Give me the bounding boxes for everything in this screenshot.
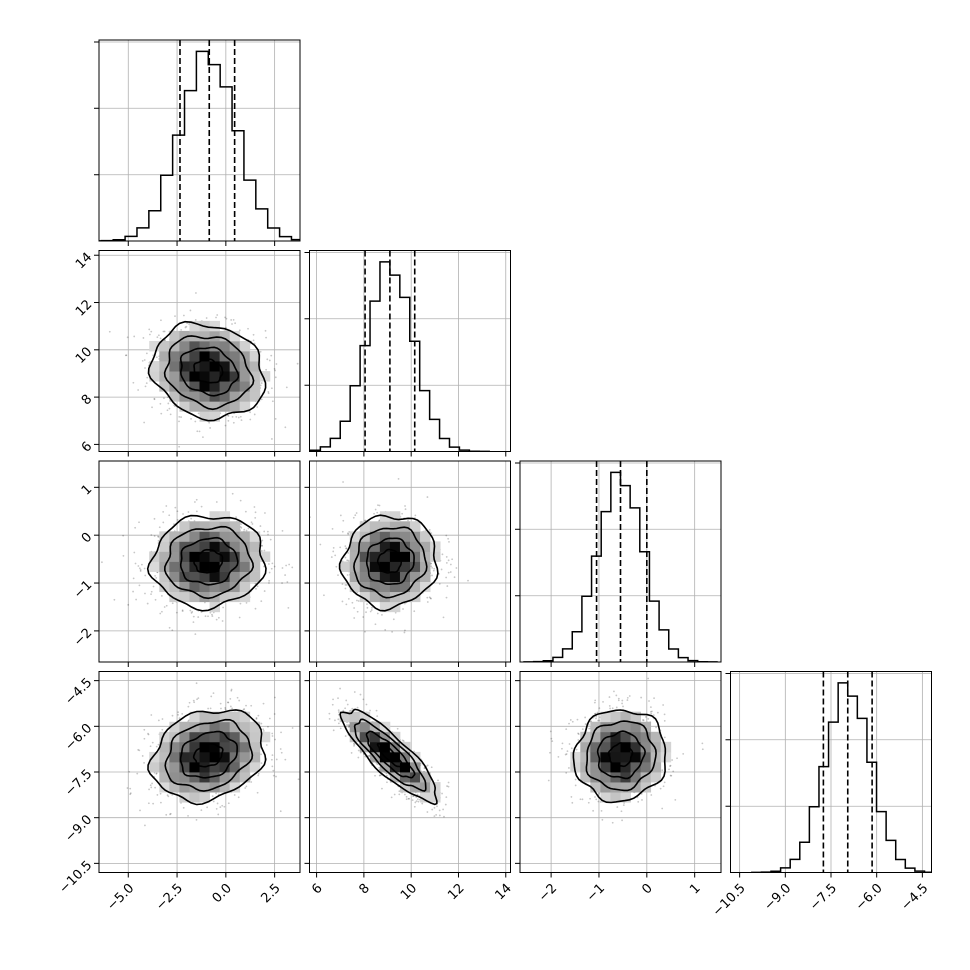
panel-frame [98,250,301,452]
contour-level-0 [193,548,224,574]
contour-level-3 [147,709,267,806]
panel-frame [309,671,511,873]
panel-2-2 [515,460,722,667]
y-tick-label: −6.0 [62,721,95,754]
contour-level-0 [607,742,634,768]
x-tick-label: 8 [356,881,372,897]
contour-level-0 [193,358,224,384]
x-tick-label: 0 [639,881,655,897]
x-tick-label: 10 [398,881,420,903]
panel-frame [309,460,511,663]
contour-level-1 [179,536,239,586]
x-tick-label: 0.0 [210,881,235,906]
panel-plot-area [99,671,300,873]
panel-plot-area [309,461,511,662]
panel-1-1 [304,250,511,457]
x-tick-label: 1 [687,881,703,897]
contour-level-1 [179,346,240,397]
panel-3-2: −2 −1 0 1 [515,671,722,905]
panel-plot-area [520,461,721,662]
x-tick-label: 14 [493,881,515,903]
contour-level-3 [338,514,439,612]
panel-plot-area [309,250,511,452]
x-tick-label: −7.5 [807,881,840,914]
histogram [99,50,300,241]
histogram [523,471,718,662]
y-tick-label: −9.0 [62,812,95,845]
panel-frame [98,671,301,873]
contour-level-1 [596,730,646,780]
x-tick-label: −1 [584,881,608,905]
panel-plot-area [309,671,511,873]
contour-level-1 [365,537,415,585]
contour-level-0 [376,742,404,768]
contour-level-3 [147,320,267,422]
x-tick-label: 12 [445,881,467,903]
y-tick-label: 12 [73,297,95,319]
panel-0-0 [94,39,301,246]
x-tick-label: −9.0 [761,881,794,914]
contour-level-1 [365,730,416,779]
contour-level-2 [353,526,428,599]
y-tick-label: −1 [71,578,95,602]
y-tick-label: −4.5 [62,675,95,708]
x-tick-label: −10.5 [710,881,749,920]
panel-frame [519,671,722,873]
contour-level-3 [572,709,667,804]
histogram [309,261,490,452]
y-tick-label: −7.5 [62,767,95,800]
y-tick-label: 6 [79,439,95,455]
contour-level-2 [164,718,254,792]
density-cells [570,711,672,803]
x-tick-label: −5.0 [104,881,137,914]
x-tick-label: 2.5 [258,881,283,906]
y-tick-label: 8 [79,392,95,408]
panel-plot-area [99,250,300,452]
contour-level-2 [585,720,657,792]
panel-frame [98,39,301,242]
panel-plot-area [99,461,300,662]
y-tick-label: −2 [71,626,95,650]
y-tick-label: −10.5 [57,858,96,897]
contour-level-0 [192,742,224,768]
contour-level-3 [146,514,267,612]
contour-level-3 [339,708,438,806]
y-tick-label: 10 [73,345,95,367]
panel-1-0: 6 8 10 12 14 [73,250,301,457]
x-tick-label: −2 [536,881,560,905]
y-tick-label: 1 [79,482,95,498]
panel-frame [519,460,722,663]
contour-level-2 [353,718,427,792]
x-tick-label: 6 [309,881,325,897]
contour-level-2 [163,525,255,600]
histogram [751,682,932,873]
panel-plot-area [730,671,932,873]
panel-3-3: −10.5 −9.0 −7.5 −6.0 −4.5 [710,671,932,920]
panel-3-0: −10.5 −9.0 −7.5 −6.0 −4.5 −5.0 −2.5 0.0 2.5 [57,671,301,914]
x-tick-label: −2.5 [153,881,186,914]
panel-plot-area [520,671,721,873]
panel-frame [98,460,301,663]
y-tick-label: 14 [73,250,95,272]
panel-plot-area [99,40,300,241]
panel-3-1: 6 8 10 12 14 [304,671,515,903]
contour-level-2 [163,335,255,411]
panel-2-1 [304,460,511,667]
y-tick-label: 0 [79,530,95,546]
x-tick-label: −4.5 [898,881,931,914]
panel-2-0: −2 −1 0 1 [71,460,301,667]
contour-level-1 [179,730,239,779]
x-tick-label: −6.0 [853,881,886,914]
panel-frame [730,671,932,873]
contour-level-0 [376,548,403,574]
panel-frame [309,250,511,452]
